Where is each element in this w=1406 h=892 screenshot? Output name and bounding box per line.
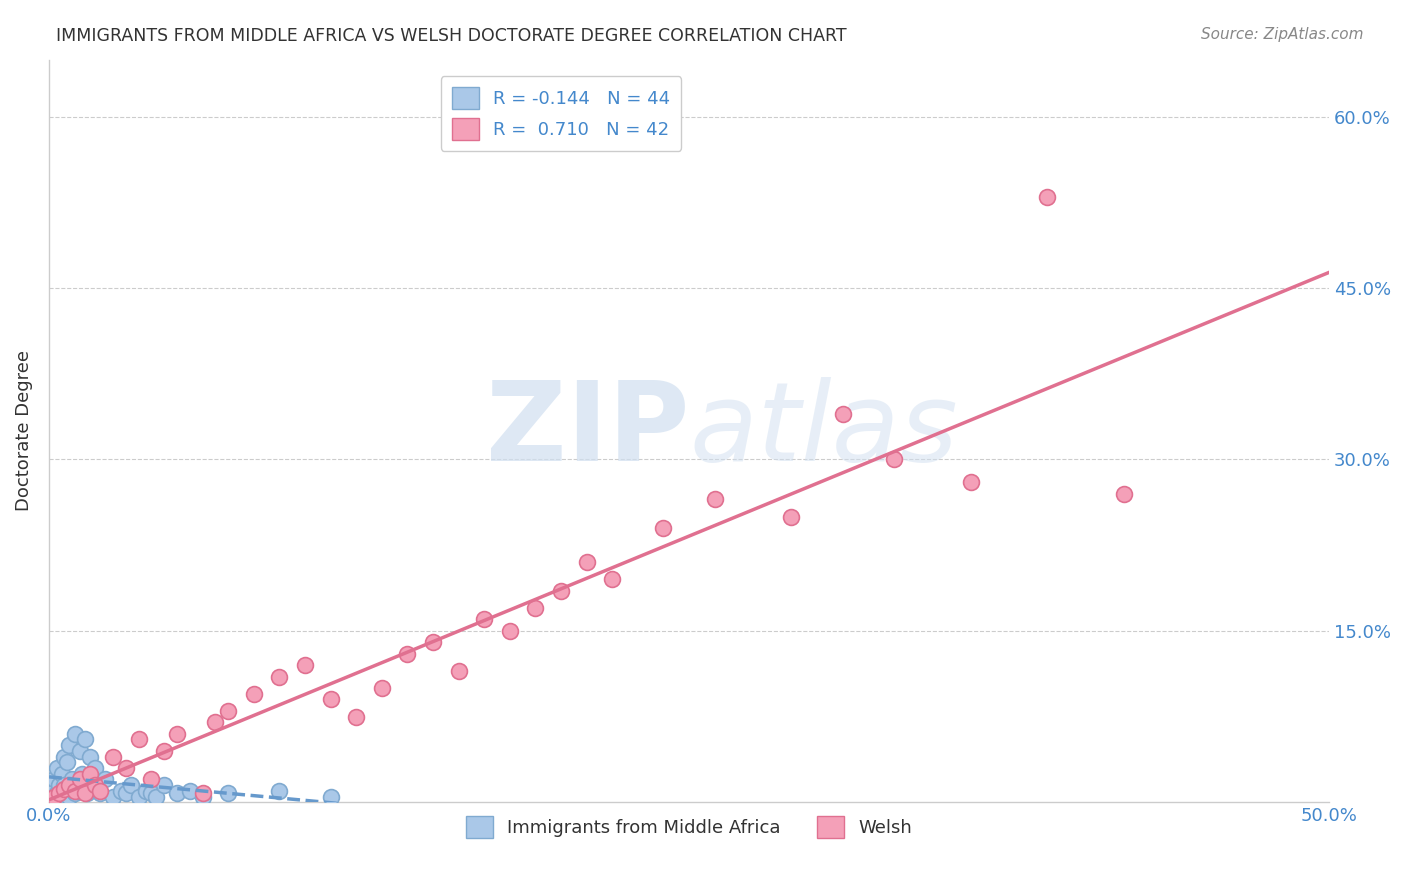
Text: atlas: atlas: [689, 377, 957, 484]
Welsh: [371, 681, 394, 695]
Welsh: [652, 521, 675, 535]
Welsh: [101, 749, 124, 764]
Immigrants from Middle Africa: [48, 789, 70, 804]
Welsh: [114, 761, 136, 775]
Immigrants from Middle Africa: [101, 789, 124, 804]
Welsh: [191, 786, 214, 800]
Immigrants from Middle Africa: [63, 786, 86, 800]
Y-axis label: Doctorate Degree: Doctorate Degree: [15, 351, 32, 511]
Immigrants from Middle Africa: [60, 772, 83, 787]
Immigrants from Middle Africa: [53, 749, 76, 764]
Immigrants from Middle Africa: [217, 786, 239, 800]
Welsh: [58, 778, 80, 792]
Welsh: [269, 670, 291, 684]
Welsh: [79, 766, 101, 780]
Immigrants from Middle Africa: [179, 784, 201, 798]
Welsh: [780, 509, 803, 524]
Immigrants from Middle Africa: [53, 778, 76, 792]
Welsh: [48, 786, 70, 800]
Welsh: [959, 475, 981, 490]
Welsh: [141, 772, 163, 787]
Welsh: [53, 781, 76, 796]
Text: IMMIGRANTS FROM MIDDLE AFRICA VS WELSH DOCTORATE DEGREE CORRELATION CHART: IMMIGRANTS FROM MIDDLE AFRICA VS WELSH D…: [56, 27, 846, 45]
Welsh: [831, 407, 853, 421]
Welsh: [550, 583, 572, 598]
Immigrants from Middle Africa: [51, 766, 73, 780]
Immigrants from Middle Africa: [45, 761, 67, 775]
Welsh: [600, 573, 623, 587]
Immigrants from Middle Africa: [141, 786, 163, 800]
Immigrants from Middle Africa: [145, 789, 167, 804]
Welsh: [153, 744, 176, 758]
Immigrants from Middle Africa: [58, 789, 80, 804]
Welsh: [499, 624, 522, 638]
Immigrants from Middle Africa: [45, 786, 67, 800]
Immigrants from Middle Africa: [76, 786, 98, 800]
Immigrants from Middle Africa: [110, 784, 132, 798]
Welsh: [344, 709, 367, 723]
Immigrants from Middle Africa: [89, 786, 111, 800]
Immigrants from Middle Africa: [166, 786, 188, 800]
Welsh: [69, 772, 91, 787]
Immigrants from Middle Africa: [48, 778, 70, 792]
Immigrants from Middle Africa: [51, 784, 73, 798]
Welsh: [1036, 190, 1059, 204]
Immigrants from Middle Africa: [56, 784, 79, 798]
Immigrants from Middle Africa: [135, 784, 157, 798]
Immigrants from Middle Africa: [94, 772, 117, 787]
Legend: Immigrants from Middle Africa, Welsh: Immigrants from Middle Africa, Welsh: [458, 809, 920, 846]
Welsh: [524, 601, 547, 615]
Immigrants from Middle Africa: [269, 784, 291, 798]
Welsh: [575, 555, 598, 569]
Immigrants from Middle Africa: [69, 784, 91, 798]
Immigrants from Middle Africa: [66, 778, 89, 792]
Welsh: [204, 715, 226, 730]
Immigrants from Middle Africa: [191, 789, 214, 804]
Welsh: [217, 704, 239, 718]
Immigrants from Middle Africa: [128, 789, 150, 804]
Immigrants from Middle Africa: [69, 744, 91, 758]
Welsh: [73, 786, 96, 800]
Immigrants from Middle Africa: [63, 727, 86, 741]
Welsh: [319, 692, 342, 706]
Welsh: [166, 727, 188, 741]
Immigrants from Middle Africa: [41, 789, 63, 804]
Welsh: [1114, 487, 1136, 501]
Text: Source: ZipAtlas.com: Source: ZipAtlas.com: [1201, 27, 1364, 42]
Immigrants from Middle Africa: [319, 789, 342, 804]
Immigrants from Middle Africa: [73, 732, 96, 747]
Welsh: [63, 784, 86, 798]
Immigrants from Middle Africa: [58, 738, 80, 752]
Welsh: [422, 635, 444, 649]
Immigrants from Middle Africa: [42, 772, 65, 787]
Welsh: [128, 732, 150, 747]
Immigrants from Middle Africa: [82, 778, 104, 792]
Text: ZIP: ZIP: [485, 377, 689, 484]
Immigrants from Middle Africa: [42, 784, 65, 798]
Welsh: [883, 452, 905, 467]
Welsh: [42, 789, 65, 804]
Welsh: [89, 784, 111, 798]
Welsh: [472, 612, 495, 626]
Immigrants from Middle Africa: [120, 778, 142, 792]
Immigrants from Middle Africa: [84, 761, 107, 775]
Immigrants from Middle Africa: [79, 749, 101, 764]
Immigrants from Middle Africa: [56, 756, 79, 770]
Welsh: [447, 664, 470, 678]
Welsh: [294, 658, 316, 673]
Immigrants from Middle Africa: [114, 786, 136, 800]
Welsh: [703, 492, 725, 507]
Welsh: [396, 647, 419, 661]
Welsh: [242, 687, 264, 701]
Immigrants from Middle Africa: [153, 778, 176, 792]
Immigrants from Middle Africa: [72, 766, 94, 780]
Welsh: [84, 778, 107, 792]
